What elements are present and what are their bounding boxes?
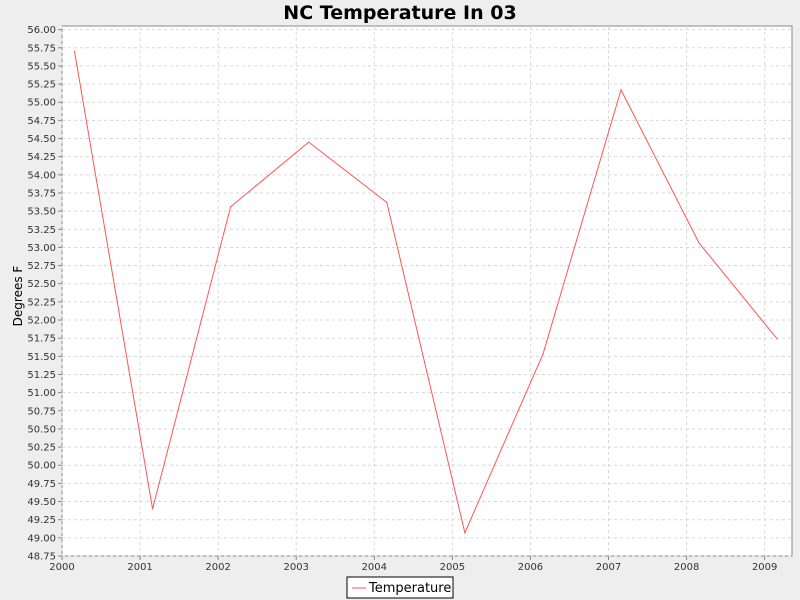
x-tick-label: 2006 xyxy=(518,562,543,573)
data-point xyxy=(542,353,544,355)
y-tick-label: 49.25 xyxy=(27,515,56,526)
y-tick-label: 48.75 xyxy=(27,552,56,563)
y-tick-label: 50.50 xyxy=(27,424,56,435)
legend[interactable]: Temperature xyxy=(346,576,454,599)
x-tick-label: 2008 xyxy=(674,562,699,573)
y-tick-label: 54.50 xyxy=(27,134,56,145)
y-tick-label: 52.00 xyxy=(27,316,56,327)
series-group xyxy=(73,50,778,535)
y-tick-label: 53.00 xyxy=(27,243,56,254)
y-tick-label: 53.50 xyxy=(27,207,56,218)
x-tick-label: 2001 xyxy=(127,562,152,573)
data-point xyxy=(776,338,778,340)
x-tick-label: 2007 xyxy=(596,562,621,573)
y-tick-label: 49.50 xyxy=(27,497,56,508)
x-tick-label: 2003 xyxy=(283,562,308,573)
y-tick-label: 50.75 xyxy=(27,406,56,417)
y-tick-label: 51.50 xyxy=(27,352,56,363)
y-tick-label: 50.00 xyxy=(27,461,56,472)
data-point xyxy=(620,89,622,91)
x-axis: 2000 2001 2002 2003 2004 2005 2006 2007 2008 2009 xyxy=(49,556,777,573)
legend-label-temperature: Temperature xyxy=(368,581,451,596)
y-tick-label: 53.75 xyxy=(27,188,56,199)
plot-area xyxy=(61,25,793,557)
grid-lines xyxy=(61,26,792,557)
data-point xyxy=(230,206,232,208)
y-tick-label: 55.00 xyxy=(27,98,56,109)
x-tick-label: 2002 xyxy=(205,562,230,573)
series-line-temperature xyxy=(73,51,778,535)
y-tick-label: 56.00 xyxy=(27,25,56,36)
y-tick-label: 54.25 xyxy=(27,152,56,163)
y-tick-label: 49.75 xyxy=(27,479,56,490)
y-tick-label: 55.25 xyxy=(27,80,56,91)
y-tick-label: 51.00 xyxy=(27,388,56,399)
y-tick-label: 53.25 xyxy=(27,225,56,236)
y-tick-label: 55.75 xyxy=(27,43,56,54)
y-tick-label: 52.50 xyxy=(27,279,56,290)
y-tick-label: 50.25 xyxy=(27,443,56,454)
data-point xyxy=(386,201,388,204)
y-tick-label: 51.75 xyxy=(27,334,56,345)
x-tick-label: 2004 xyxy=(362,562,387,573)
data-point xyxy=(308,141,310,143)
y-tick-label: 51.25 xyxy=(27,370,56,381)
y-tick-label: 54.75 xyxy=(27,116,56,127)
y-tick-label: 52.75 xyxy=(27,261,56,272)
x-tick-label: 2000 xyxy=(49,562,74,573)
x-tick-label: 2009 xyxy=(752,562,777,573)
data-point xyxy=(464,532,466,534)
y-tick-label: 55.50 xyxy=(27,61,56,72)
y-tick-label: 54.00 xyxy=(27,170,56,181)
x-tick-label: 2005 xyxy=(440,562,465,573)
chart-title: NC Temperature In 03 xyxy=(283,2,516,24)
data-point xyxy=(698,242,700,244)
y-axis-label: Degrees F xyxy=(11,266,25,327)
data-point xyxy=(73,50,76,53)
y-tick-label: 49.00 xyxy=(27,533,56,544)
data-point xyxy=(151,508,154,510)
legend-box xyxy=(346,576,454,599)
y-tick-label: 52.25 xyxy=(27,297,56,308)
y-axis: 48.75 49.00 49.25 49.50 49.75 50.00 50.25 50.50… xyxy=(27,25,62,563)
